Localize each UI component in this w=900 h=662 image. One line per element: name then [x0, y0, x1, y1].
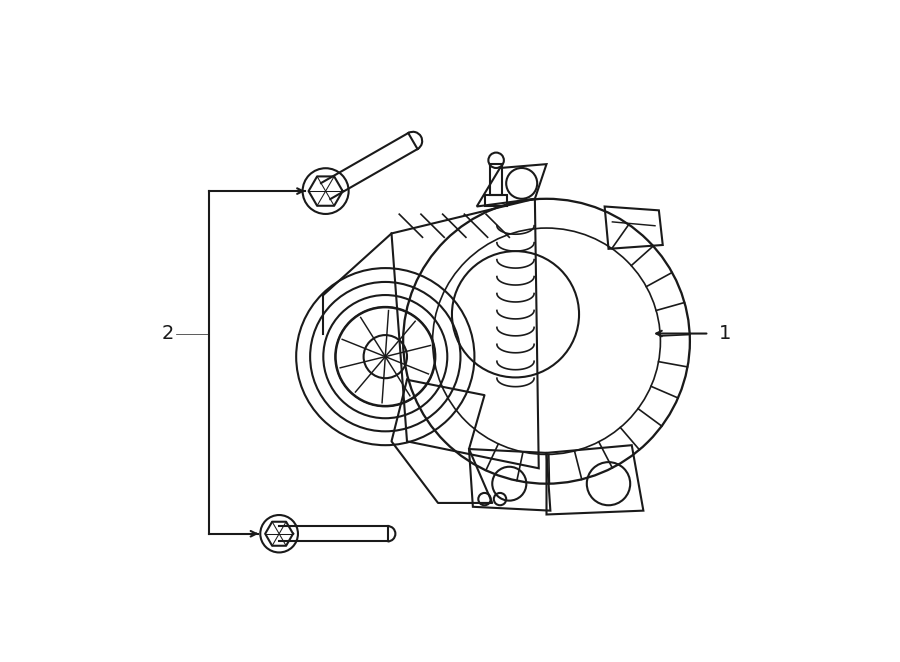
Text: 2: 2 — [162, 324, 175, 343]
Text: 1: 1 — [718, 324, 731, 343]
